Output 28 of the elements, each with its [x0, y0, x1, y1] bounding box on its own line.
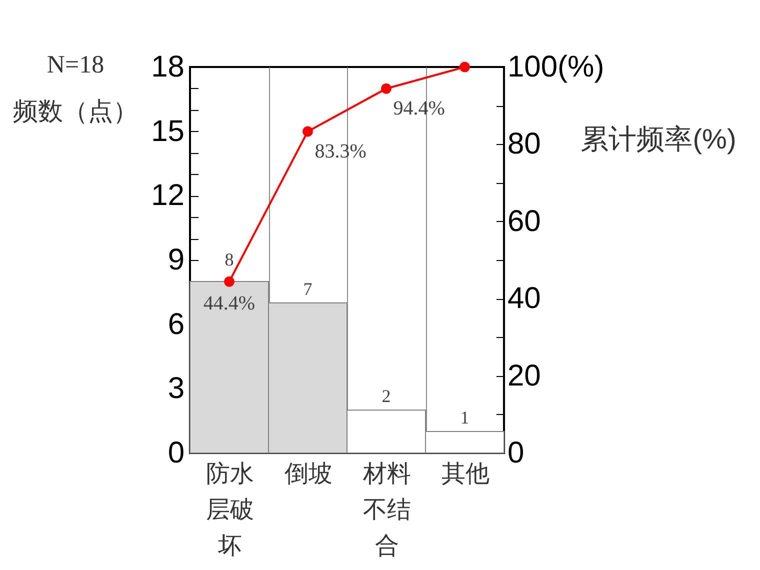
y2-tick-label: 20	[508, 359, 541, 392]
data-label: 2	[382, 386, 391, 406]
point	[224, 276, 234, 287]
point	[302, 126, 313, 137]
point	[460, 62, 470, 72]
data-label: 8	[224, 249, 234, 270]
y2-tick-label: 40	[508, 282, 541, 316]
y-tick-label: 15	[151, 114, 184, 148]
y-tick-label: 18	[151, 50, 184, 84]
y-tick-label: 9	[168, 244, 184, 276]
y2-tick-label: 0	[508, 436, 524, 470]
y-axis-title: N=18 频数（点）	[13, 52, 138, 126]
y2-tick-label: 60	[508, 204, 541, 238]
x-tick-label: 其他	[441, 460, 490, 488]
y2-tick-label: 100(%)	[508, 50, 604, 84]
data-label: 44.4%	[203, 292, 256, 315]
y-tick-label: 3	[168, 372, 184, 406]
x-tick-label: 倒坡	[284, 460, 332, 488]
y-tick-label: 6	[168, 308, 184, 341]
point	[381, 83, 392, 94]
y2-axis-title: 累计频率(%)	[580, 124, 736, 154]
y2-tick-label: 80	[508, 128, 541, 161]
x-tick-label: 材料不结合	[362, 460, 411, 560]
data-label: 7	[303, 278, 312, 299]
data-label: 1	[460, 408, 470, 428]
y-tick-label: 12	[151, 179, 184, 212]
x-tick-label: 防水层破坏	[206, 460, 254, 560]
y-tick-label: 0	[168, 436, 184, 470]
